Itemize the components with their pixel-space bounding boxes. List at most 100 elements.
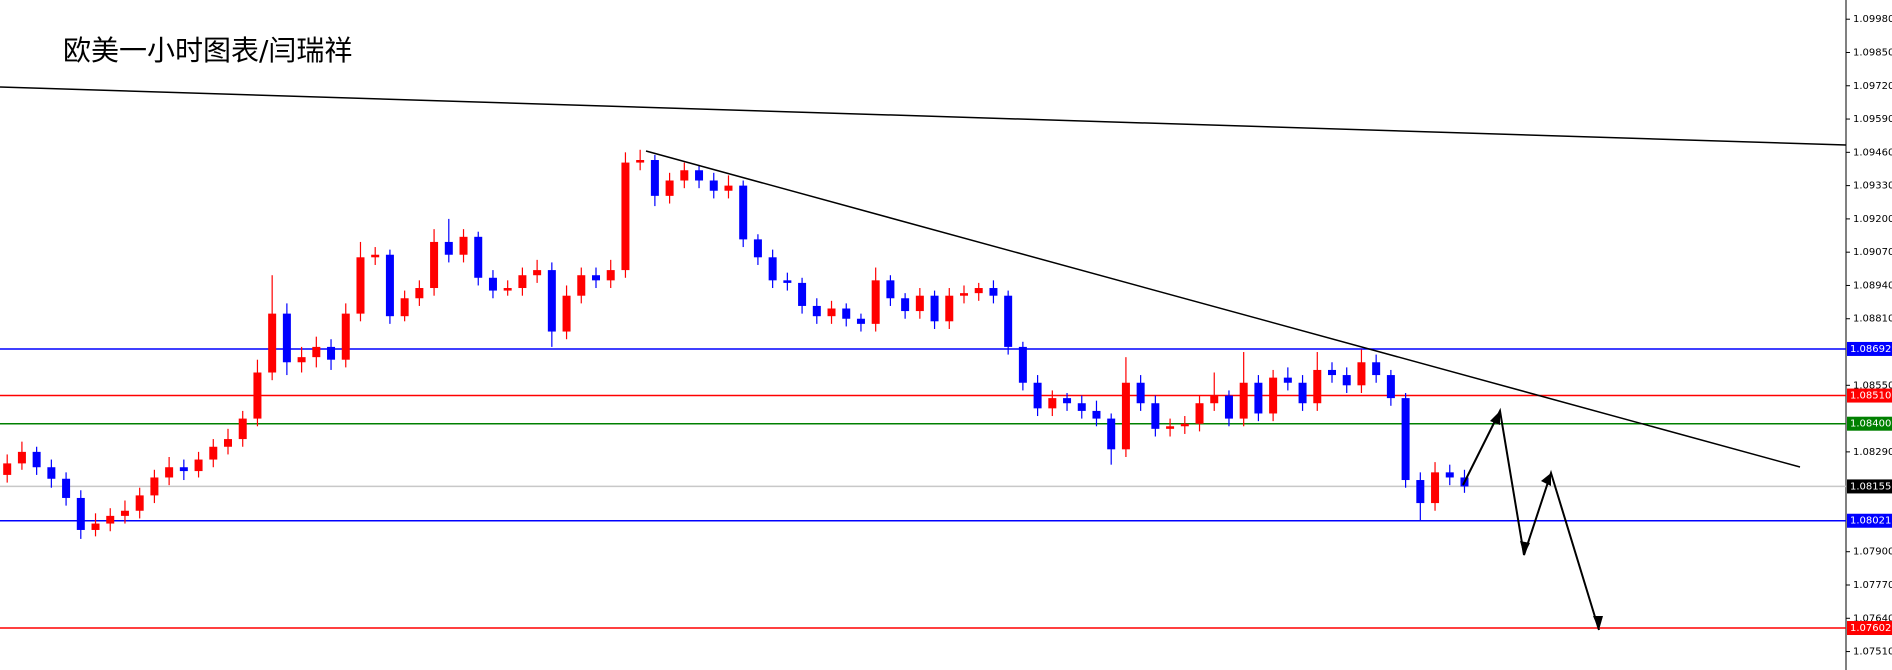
y-tick-label: 1.08550 xyxy=(1853,380,1892,391)
candle-body xyxy=(1224,395,1233,419)
candle-body xyxy=(268,313,277,373)
candle-body xyxy=(1431,472,1440,504)
level-label: 1.08155 xyxy=(1850,481,1891,492)
y-tick-label: 1.07770 xyxy=(1853,580,1892,591)
candle-body xyxy=(1357,362,1366,386)
level-box xyxy=(1847,479,1892,494)
y-tick-label: 1.09460 xyxy=(1853,147,1892,158)
candle-body xyxy=(238,418,247,440)
candle-body xyxy=(1298,382,1307,404)
candle-body xyxy=(1166,426,1175,429)
candle-body xyxy=(459,236,468,255)
candle-body xyxy=(474,236,483,278)
level-box xyxy=(1847,341,1892,356)
candle-body xyxy=(577,275,586,296)
candle-body xyxy=(1269,377,1278,414)
y-tick-label: 1.09590 xyxy=(1853,114,1892,125)
candle-body xyxy=(1018,346,1027,383)
candle-body xyxy=(179,467,188,472)
candle-body xyxy=(503,288,512,291)
candle-body xyxy=(562,295,571,332)
level-label: 1.08021 xyxy=(1850,516,1891,527)
arrow-head xyxy=(1520,541,1530,555)
candle-body xyxy=(1445,472,1454,478)
candle-body xyxy=(1254,382,1263,414)
candle-body xyxy=(533,270,542,276)
candle-body xyxy=(709,180,718,191)
y-tick-label: 1.09980 xyxy=(1853,14,1892,25)
arrow-head xyxy=(1593,616,1603,630)
candle-body xyxy=(356,257,365,314)
candle-body xyxy=(974,288,983,294)
candle-body xyxy=(1283,377,1292,383)
candle-body xyxy=(665,180,674,196)
candle-body xyxy=(430,241,439,289)
candle-body xyxy=(592,275,600,281)
candle-body xyxy=(150,477,159,496)
candle-body xyxy=(1328,369,1336,376)
trend-line xyxy=(645,150,1801,468)
candle-body xyxy=(91,523,100,530)
candle-body xyxy=(47,467,56,479)
candle-body xyxy=(1386,375,1395,399)
candle-body xyxy=(1004,295,1013,347)
candle-body xyxy=(312,346,321,358)
candle-body xyxy=(1239,382,1248,419)
candle-body xyxy=(827,308,836,317)
candle-body xyxy=(62,478,71,498)
level-label: 1.08400 xyxy=(1850,419,1891,430)
candle-body xyxy=(945,295,954,322)
candle-body xyxy=(1180,423,1189,427)
candle-body xyxy=(724,185,733,191)
candle-body xyxy=(17,451,26,464)
candle-body xyxy=(783,280,792,283)
arrow-head xyxy=(1490,411,1500,425)
candle-body xyxy=(856,318,865,324)
candle-body xyxy=(165,467,174,478)
candle-body xyxy=(915,295,924,312)
candle-body xyxy=(798,282,807,306)
y-tick-label: 1.09850 xyxy=(1853,47,1892,58)
candle-body xyxy=(1033,382,1042,409)
candle-body xyxy=(1121,382,1130,450)
candle-body xyxy=(32,451,41,468)
y-tick-label: 1.07900 xyxy=(1853,547,1892,558)
candle-body xyxy=(1063,398,1072,404)
level-box xyxy=(1847,621,1892,636)
y-tick-label: 1.07640 xyxy=(1853,613,1892,624)
candle-body xyxy=(680,170,689,181)
candle-body xyxy=(739,185,748,240)
candle-body xyxy=(1416,480,1425,504)
candle-body xyxy=(194,459,203,472)
level-label: 1.07602 xyxy=(1850,623,1891,634)
candle-body xyxy=(768,257,777,281)
candle-body xyxy=(842,308,851,319)
candle-body xyxy=(327,346,336,360)
y-tick-label: 1.08810 xyxy=(1853,314,1892,325)
y-tick-label: 1.08290 xyxy=(1853,447,1892,458)
candle-body xyxy=(871,280,880,324)
level-box xyxy=(1847,513,1892,528)
candle-body xyxy=(1092,410,1101,419)
candle-body xyxy=(1077,403,1086,411)
candle-body xyxy=(636,160,645,163)
level-box xyxy=(1847,416,1892,431)
candle-body xyxy=(960,293,968,296)
candle-body xyxy=(297,357,306,363)
candle-body xyxy=(371,254,380,258)
candle-body xyxy=(488,277,497,291)
candle-body xyxy=(1195,403,1204,424)
candle-body xyxy=(120,510,129,516)
candle-body xyxy=(1151,403,1160,429)
arrow-head xyxy=(1541,473,1551,486)
candles xyxy=(3,149,1469,539)
candle-body xyxy=(621,162,630,271)
candle-body xyxy=(989,288,998,296)
candle-body xyxy=(901,298,910,312)
y-tick-label: 1.09330 xyxy=(1853,181,1892,192)
candle-body xyxy=(1342,375,1351,386)
candle-body xyxy=(1136,382,1145,404)
candle-body xyxy=(444,241,453,255)
